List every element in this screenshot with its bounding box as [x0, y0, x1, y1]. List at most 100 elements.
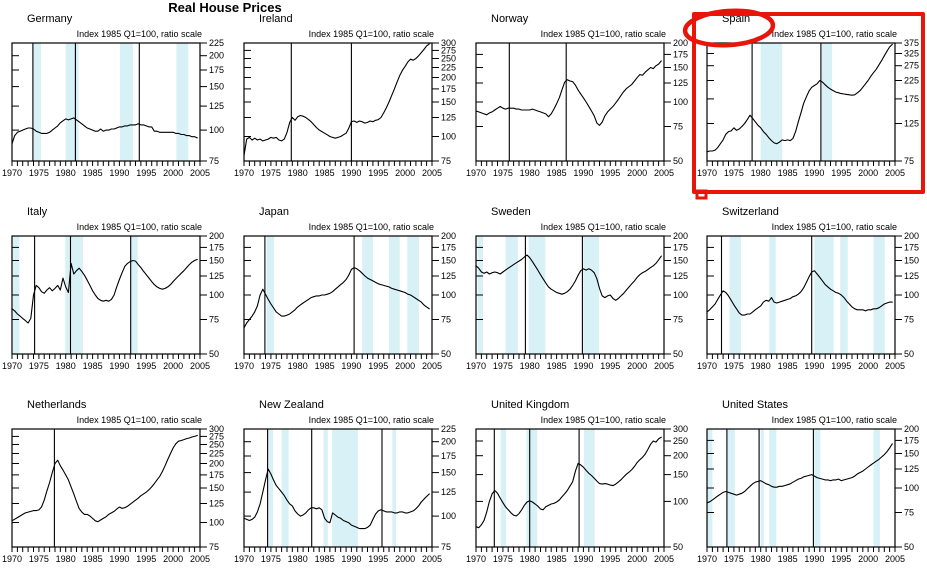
- index-scale-label: Index 1985 Q1=100, ratio scale: [308, 415, 434, 425]
- recession-band: [584, 429, 595, 547]
- x-tick-label: 1985: [547, 168, 567, 178]
- x-tick-label: 2005: [654, 168, 674, 178]
- x-tick-label: 1985: [83, 168, 103, 178]
- country-label: Switzerland: [722, 206, 779, 218]
- recession-band: [873, 429, 880, 547]
- y-tick-label: 125: [441, 487, 456, 497]
- y-tick-label: 75: [904, 508, 914, 518]
- y-tick-label: 200: [441, 73, 456, 83]
- x-tick-label: 1970: [2, 361, 22, 371]
- y-tick-label: 200: [904, 424, 919, 434]
- x-tick-label: 1990: [573, 361, 593, 371]
- recession-band: [131, 236, 138, 354]
- x-tick-label: 1975: [724, 168, 744, 178]
- recession-band: [821, 43, 833, 161]
- country-label: Germany: [27, 13, 73, 25]
- x-tick-label: 1975: [29, 361, 49, 371]
- recession-band: [332, 429, 358, 547]
- recession-band: [814, 429, 821, 547]
- x-tick-label: 1995: [831, 554, 851, 564]
- index-scale-label: Index 1985 Q1=100, ratio scale: [308, 222, 434, 232]
- x-tick-label: 1970: [466, 168, 486, 178]
- x-tick-label: 1985: [315, 554, 335, 564]
- y-tick-label: 175: [209, 242, 224, 252]
- recession-band: [362, 236, 373, 354]
- y-tick-label: 200: [673, 231, 688, 241]
- y-tick-label: 250: [673, 436, 688, 446]
- x-tick-label: 2005: [190, 554, 210, 564]
- y-tick-label: 50: [904, 349, 914, 359]
- country-label: Ireland: [259, 13, 293, 25]
- chart-panel-netherlands: Netherlands Index 1985 Q1=100, ratio sca…: [0, 389, 232, 582]
- x-tick-label: 1985: [778, 361, 798, 371]
- x-tick-label: 1995: [600, 168, 620, 178]
- x-tick-label: 1985: [315, 168, 335, 178]
- x-tick-label: 1980: [288, 361, 308, 371]
- recession-band: [840, 236, 848, 354]
- x-tick-label: 1985: [547, 554, 567, 564]
- x-tick-label: 1990: [573, 168, 593, 178]
- chart-panel-japan: Japan Index 1985 Q1=100, ratio scale 50 7…: [232, 196, 464, 389]
- y-tick-label: 75: [441, 156, 451, 166]
- x-tick-label: 2000: [163, 168, 183, 178]
- x-tick-label: 1970: [697, 554, 717, 564]
- y-tick-label: 150: [209, 256, 224, 266]
- y-tick-label: 175: [673, 49, 688, 59]
- x-tick-label: 2000: [627, 554, 647, 564]
- recession-band: [120, 43, 133, 161]
- x-tick-label: 2005: [654, 361, 674, 371]
- index-scale-label: Index 1985 Q1=100, ratio scale: [308, 29, 434, 39]
- x-tick-label: 1970: [697, 361, 717, 371]
- plot-border: [11, 235, 201, 355]
- x-tick-label: 1970: [234, 554, 254, 564]
- x-tick-label: 1995: [136, 361, 156, 371]
- chart-panel-spain: Spain Index 1985 Q1=100, ratio scale 75 1…: [695, 3, 927, 196]
- y-tick-label: 225: [904, 76, 919, 86]
- y-tick-label: 150: [673, 470, 688, 480]
- y-tick-label: 125: [904, 271, 919, 281]
- index-scale-label: Index 1985 Q1=100, ratio scale: [540, 222, 666, 232]
- y-tick-label: 175: [441, 242, 456, 252]
- x-tick-label: 2000: [395, 168, 415, 178]
- recession-band: [500, 429, 507, 547]
- price-line: [11, 117, 198, 145]
- x-tick-label: 2000: [627, 361, 647, 371]
- x-tick-label: 1995: [600, 361, 620, 371]
- plot-border: [706, 428, 896, 548]
- y-tick-label: 200: [209, 459, 224, 469]
- country-label: Italy: [27, 206, 48, 218]
- recession-band: [268, 429, 273, 547]
- x-tick-label: 1975: [493, 554, 513, 564]
- y-tick-label: 200: [209, 231, 224, 241]
- y-tick-label: 50: [673, 542, 683, 552]
- y-tick-label: 150: [441, 468, 456, 478]
- y-tick-label: 300: [441, 38, 456, 48]
- x-tick-label: 1995: [368, 168, 388, 178]
- x-tick-label: 1990: [109, 168, 129, 178]
- price-line: [243, 468, 430, 530]
- y-tick-label: 75: [673, 315, 683, 325]
- plot-border: [475, 428, 665, 548]
- chart-panel-switzerland: Switzerland Index 1985 Q1=100, ratio sca…: [695, 196, 927, 389]
- x-tick-label: 2000: [627, 168, 647, 178]
- y-tick-label: 175: [673, 242, 688, 252]
- x-tick-label: 1990: [573, 554, 593, 564]
- page-title: Real House Prices: [168, 0, 282, 15]
- recession-band: [769, 429, 777, 547]
- recession-band: [32, 43, 41, 161]
- y-tick-label: 100: [904, 290, 919, 300]
- x-tick-label: 1990: [804, 168, 824, 178]
- x-tick-label: 1995: [136, 554, 156, 564]
- y-tick-label: 100: [441, 132, 456, 142]
- x-tick-label: 1980: [520, 168, 540, 178]
- x-tick-label: 2005: [190, 361, 210, 371]
- y-tick-label: 150: [209, 483, 224, 493]
- recession-band: [729, 236, 741, 354]
- recession-band: [389, 236, 400, 354]
- country-label: United Kingdom: [491, 399, 570, 411]
